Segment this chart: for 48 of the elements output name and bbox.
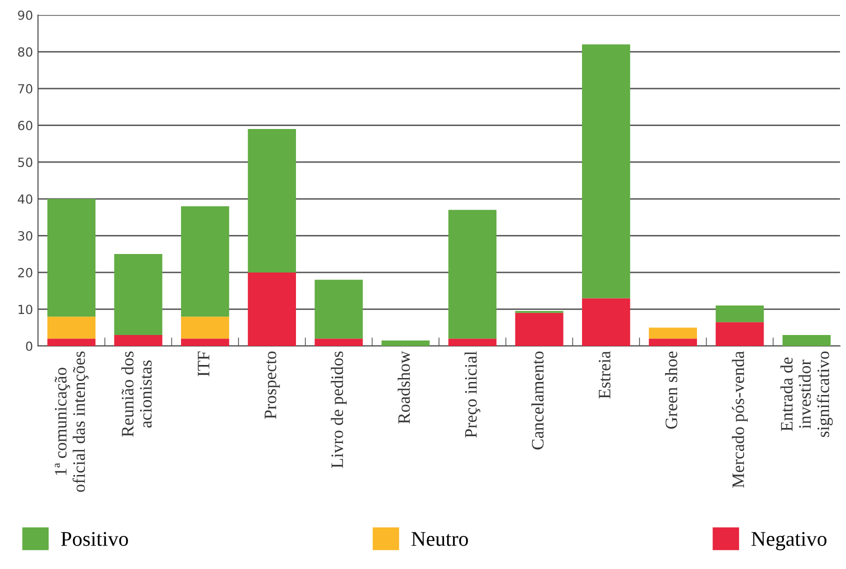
x-tick-label: Green shoe	[665, 351, 678, 429]
bar	[716, 322, 764, 346]
bar	[582, 44, 630, 298]
x-tick-label: Estreia	[598, 351, 610, 399]
bar	[448, 210, 496, 339]
bar	[648, 338, 697, 346]
bar	[648, 328, 697, 339]
y-tick-label: 40	[18, 194, 32, 204]
y-tick-label: 20	[18, 268, 32, 278]
bar	[382, 340, 430, 346]
y-tick-label: 50	[18, 158, 32, 168]
bar	[582, 298, 630, 346]
x-tick-label: Mercado pós-venda	[732, 351, 748, 488]
bar	[47, 338, 96, 346]
bar	[181, 206, 230, 317]
bar	[448, 338, 496, 346]
y-tick-label: 60	[18, 120, 32, 130]
bar	[716, 306, 764, 322]
legend-label: Positivo	[61, 532, 128, 546]
bar	[114, 254, 162, 335]
bar	[47, 316, 96, 339]
x-tick-label: Cancelamento	[531, 352, 544, 450]
bar	[248, 272, 296, 346]
x-tick-label: ITF	[198, 351, 210, 376]
bar	[515, 312, 564, 346]
legend-label: Neutro	[412, 532, 468, 546]
x-tick-label: Prospecto	[264, 352, 280, 419]
x-tick-label: Roadshow	[398, 350, 410, 424]
bar	[782, 334, 831, 346]
bar	[248, 129, 296, 272]
bar	[114, 334, 162, 346]
bar	[181, 316, 230, 339]
y-tick-label: 80	[18, 47, 32, 57]
bar	[314, 280, 363, 339]
x-tick-label: 1ª comunicação oficial das intenções	[54, 351, 88, 492]
x-tick-label: Preço inicial	[464, 351, 480, 438]
y-tick-label: 30	[18, 231, 32, 241]
legend-label: Negativo	[751, 532, 826, 550]
bar	[181, 338, 230, 346]
y-tick-label: 0	[26, 341, 32, 351]
bar	[47, 198, 96, 317]
x-tick-label: Reunião dos acionistas	[121, 351, 152, 437]
x-tick-label: Entrada de investidor significativo	[780, 352, 833, 437]
y-tick-label: 10	[18, 304, 32, 314]
x-tick-label: Livro de pedidos	[330, 351, 347, 468]
y-tick-label: 90	[18, 10, 32, 20]
bar	[314, 338, 363, 346]
y-tick-label: 70	[18, 84, 32, 94]
